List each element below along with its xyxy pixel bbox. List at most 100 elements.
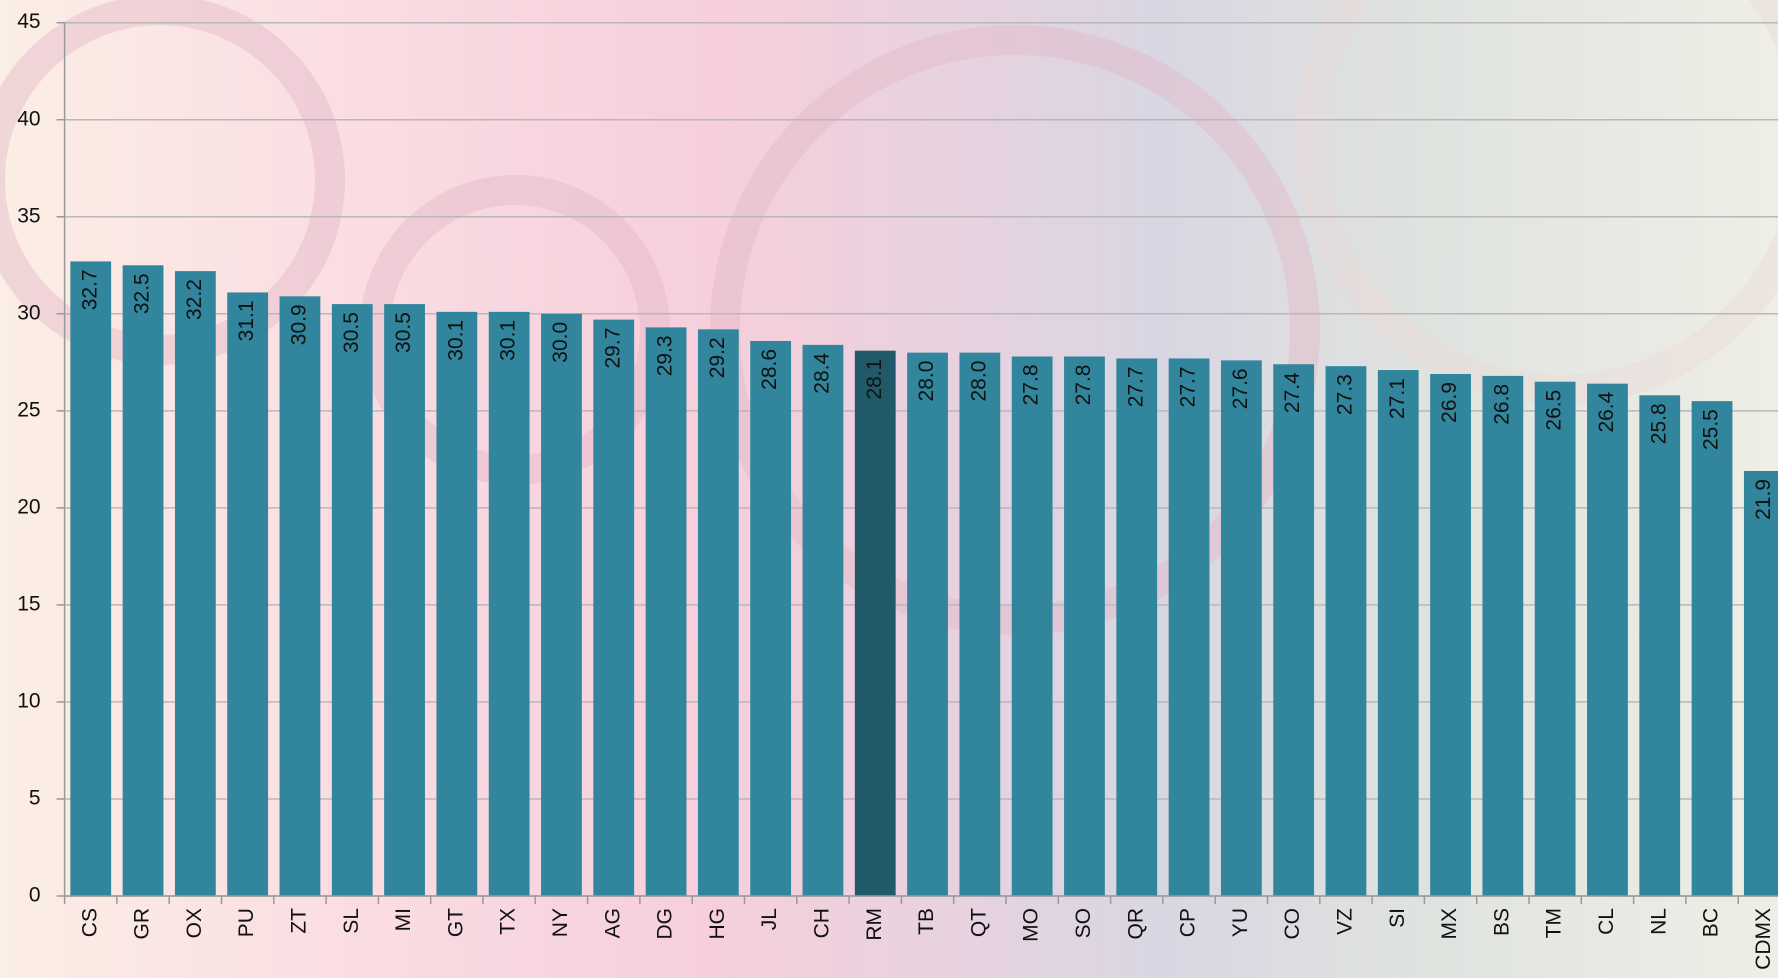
bar: [123, 265, 164, 896]
data-label: 28.0: [967, 361, 990, 402]
data-label: 26.4: [1595, 391, 1618, 432]
x-tick-label: YU: [1229, 908, 1252, 937]
x-tick-label: CH: [810, 908, 833, 938]
x-tick-label: DG: [654, 908, 677, 940]
bar: [1012, 356, 1053, 896]
x-tick-label: CO: [1281, 908, 1304, 940]
page: 05101520253035404532.7CS32.5GR32.2OX31.1…: [0, 0, 1778, 978]
x-tick-label: OX: [183, 908, 206, 938]
data-label: 25.5: [1700, 409, 1723, 450]
data-label: 26.5: [1543, 390, 1566, 431]
data-label: 21.9: [1752, 479, 1775, 520]
bar: [1116, 358, 1157, 896]
x-tick-label: CL: [1595, 908, 1618, 935]
bar: [384, 304, 425, 896]
bar: [1639, 395, 1680, 896]
bar: [698, 329, 739, 896]
data-label: 25.8: [1647, 403, 1670, 444]
data-label: 29.7: [601, 328, 624, 369]
data-label: 26.8: [1490, 384, 1513, 425]
bar: [489, 312, 530, 896]
bar: [593, 320, 634, 896]
bar: [436, 312, 477, 896]
bar: [1430, 374, 1471, 896]
bar: [1378, 370, 1419, 896]
y-tick-label: 25: [17, 398, 40, 421]
x-tick-label: BS: [1490, 908, 1513, 936]
x-tick-label: VZ: [1333, 908, 1356, 935]
data-label: 27.8: [1020, 364, 1043, 405]
bar: [1064, 356, 1105, 896]
bar: [1587, 384, 1628, 896]
y-tick-label: 35: [17, 204, 40, 227]
y-tick-label: 0: [29, 884, 41, 907]
x-tick-label: GT: [444, 908, 467, 937]
bar: [1169, 358, 1210, 896]
data-label: 30.1: [444, 320, 467, 361]
data-label: 27.3: [1333, 374, 1356, 415]
bar: [907, 353, 948, 896]
data-label: 28.4: [810, 353, 833, 394]
x-tick-label: BC: [1700, 908, 1723, 937]
x-tick-label: ZT: [287, 908, 310, 934]
y-tick-label: 45: [17, 10, 40, 33]
bar: [332, 304, 373, 896]
x-tick-label: SL: [340, 908, 363, 934]
x-tick-label: PU: [235, 908, 258, 937]
data-label: 29.2: [706, 337, 729, 378]
x-tick-label: MX: [1438, 908, 1461, 940]
x-tick-label: QT: [967, 908, 990, 937]
data-label: 32.2: [183, 279, 206, 320]
x-tick-label: TB: [915, 908, 938, 935]
data-label: 30.5: [392, 312, 415, 353]
data-label: 27.7: [1177, 366, 1200, 407]
bar: [1535, 382, 1576, 896]
x-tick-label: TX: [497, 908, 520, 935]
x-tick-label: SO: [1072, 908, 1095, 938]
data-label: 30.9: [287, 304, 310, 345]
data-label: 28.1: [863, 359, 886, 400]
data-label: 28.6: [758, 349, 781, 390]
bar: [1221, 360, 1262, 896]
bar: [1326, 366, 1367, 896]
x-tick-label: TM: [1543, 908, 1566, 938]
y-tick-label: 15: [17, 592, 40, 615]
y-tick-label: 30: [17, 301, 40, 324]
data-label: 26.9: [1438, 382, 1461, 423]
x-tick-label: GR: [131, 908, 154, 940]
y-tick-label: 20: [17, 495, 40, 518]
x-tick-label: CS: [78, 908, 101, 937]
data-label: 27.1: [1386, 378, 1409, 419]
gear: [1310, 0, 1778, 390]
x-tick-label: NY: [549, 908, 572, 937]
data-label: 27.4: [1281, 372, 1304, 413]
data-label: 27.6: [1229, 368, 1252, 409]
bar: [1273, 364, 1314, 896]
x-tick-label: MO: [1020, 908, 1043, 942]
x-tick-label: SI: [1386, 908, 1409, 928]
bar: [175, 271, 216, 896]
bar: [855, 351, 896, 896]
data-label: 28.0: [915, 361, 938, 402]
bar: [541, 314, 582, 896]
y-tick-label: 10: [17, 689, 40, 712]
bar: [1482, 376, 1523, 896]
x-tick-label: NL: [1647, 908, 1670, 935]
data-label: 32.5: [131, 273, 154, 314]
data-label: 32.7: [78, 269, 101, 310]
chart: 05101520253035404532.7CS32.5GR32.2OX31.1…: [0, 0, 1778, 978]
x-tick-label: CP: [1177, 908, 1200, 937]
data-label: 27.7: [1124, 366, 1147, 407]
x-tick-label: HG: [706, 908, 729, 940]
bar: [750, 341, 791, 896]
bar: [1692, 401, 1733, 896]
x-tick-label: MI: [392, 908, 415, 931]
bar: [803, 345, 844, 896]
x-tick-label: AG: [601, 908, 624, 938]
x-tick-label: CDMX: [1752, 908, 1775, 970]
x-tick-label: RM: [863, 908, 886, 941]
x-tick-label: QR: [1124, 908, 1147, 940]
y-tick-label: 5: [29, 787, 41, 810]
data-label: 31.1: [235, 300, 258, 341]
data-label: 29.3: [654, 335, 677, 376]
